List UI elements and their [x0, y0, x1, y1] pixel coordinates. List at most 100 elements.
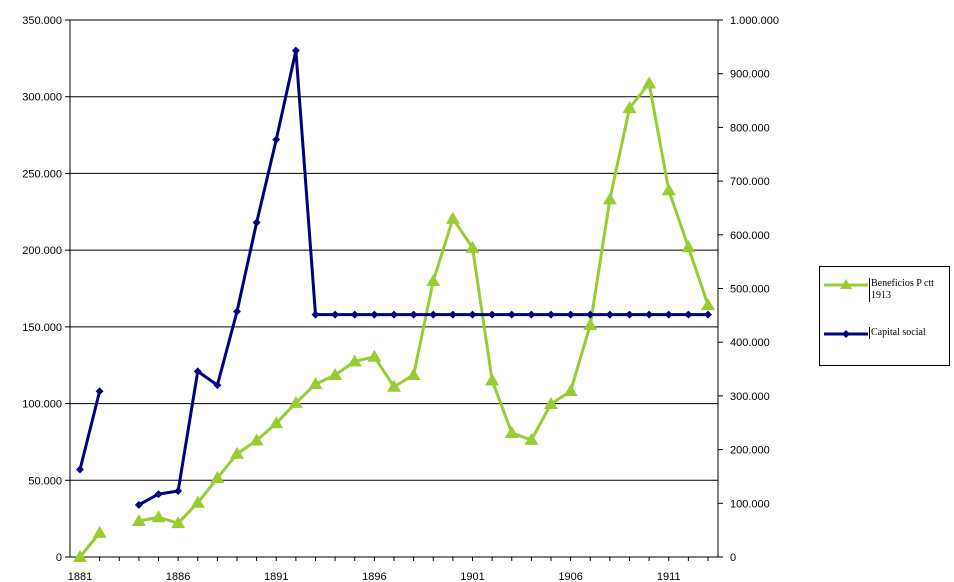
data-point — [134, 500, 143, 509]
data-point — [701, 298, 715, 311]
left-tick-label: 250.000 — [22, 168, 62, 180]
x-axis-tick-labels: 1881 1886 1891 1896 1901 1906 1911 — [68, 571, 681, 582]
x-tick-label: 1906 — [558, 571, 582, 582]
legend-item-beneficios: Beneficios P ctt 1913 — [820, 278, 949, 302]
data-point — [95, 387, 104, 396]
data-point — [308, 377, 323, 390]
right-tick-label: 200.000 — [730, 445, 770, 457]
data-point — [190, 495, 205, 508]
left-tick-label: 200.000 — [22, 245, 62, 257]
data-point — [230, 446, 244, 459]
data-point — [328, 367, 343, 380]
diamond-marker-icon — [824, 330, 868, 338]
data-point — [406, 367, 421, 380]
series-layer — [73, 46, 715, 562]
data-point — [583, 318, 598, 331]
series-line — [78, 390, 102, 470]
data-point — [465, 240, 480, 253]
data-point — [426, 273, 441, 286]
data-point — [269, 416, 284, 429]
data-point — [174, 487, 183, 496]
left-axis-tick-labels: 0 50.000 100.000 150.000 200.000 250.000 300.0… — [22, 15, 62, 564]
data-point — [684, 310, 693, 319]
left-tick-label: 350.000 — [22, 15, 62, 27]
axes — [65, 19, 723, 561]
right-tick-label: 100.000 — [730, 498, 770, 510]
x-tick-label: 1881 — [68, 571, 92, 582]
data-point — [151, 510, 166, 523]
data-point — [507, 310, 516, 319]
legend: Beneficios P ctt 1913 Capital social — [819, 266, 950, 366]
legend-label-beneficios: Beneficios P ctt 1913 — [869, 278, 949, 302]
data-point — [602, 192, 617, 205]
data-point — [527, 310, 536, 319]
data-point — [288, 395, 303, 408]
series-capital-social — [76, 46, 712, 509]
data-point — [605, 310, 614, 319]
data-point — [311, 310, 320, 319]
data-point — [291, 46, 300, 55]
right-tick-label: 500.000 — [730, 284, 770, 296]
right-tick-label: 1.000.000 — [730, 15, 779, 27]
data-point — [350, 310, 359, 319]
x-tick-label: 1896 — [362, 571, 386, 582]
data-point — [544, 396, 558, 409]
data-point — [154, 490, 163, 499]
data-point — [370, 310, 379, 319]
legend-item-capital-social: Capital social — [820, 327, 926, 341]
data-point — [210, 471, 225, 484]
right-tick-label: 600.000 — [730, 230, 770, 242]
x-tick-label: 1886 — [166, 571, 190, 582]
right-tick-label: 0 — [730, 552, 736, 564]
right-tick-label: 700.000 — [730, 176, 770, 188]
data-point — [661, 183, 676, 196]
data-point — [387, 379, 401, 392]
x-tick-label: 1891 — [264, 571, 288, 582]
data-point — [445, 211, 460, 224]
right-axis-tick-labels: 0 100.000 200.000 300.000 400.000 500.000 600.… — [730, 15, 779, 564]
data-point — [547, 310, 555, 319]
data-point — [524, 432, 539, 445]
right-tick-label: 400.000 — [730, 337, 770, 349]
series-beneficios — [73, 76, 715, 562]
data-point — [642, 76, 657, 89]
data-point — [622, 101, 637, 114]
data-point — [485, 373, 500, 386]
right-tick-label: 900.000 — [730, 69, 770, 81]
data-point — [488, 310, 497, 319]
data-point — [131, 514, 146, 527]
data-point — [429, 310, 438, 319]
data-point — [645, 310, 654, 319]
data-point — [563, 384, 578, 397]
data-point — [347, 354, 362, 367]
data-point — [681, 240, 696, 253]
x-tick-label: 1901 — [460, 571, 484, 582]
data-point — [272, 135, 281, 144]
left-tick-label: 0 — [56, 552, 62, 564]
series-line — [138, 81, 710, 525]
data-point — [233, 307, 241, 316]
data-point — [367, 349, 382, 362]
data-point — [73, 550, 87, 562]
x-tick-label: 1911 — [657, 571, 681, 582]
right-tick-label: 300.000 — [730, 391, 770, 403]
triangle-marker-icon — [824, 279, 868, 289]
series-line — [138, 49, 708, 507]
left-tick-label: 100.000 — [22, 399, 62, 411]
data-point — [586, 310, 595, 319]
right-tick-label: 800.000 — [730, 122, 770, 134]
left-tick-label: 150.000 — [22, 322, 62, 334]
data-point — [213, 381, 222, 390]
data-point — [76, 465, 84, 474]
data-point — [409, 310, 418, 319]
data-point — [92, 525, 107, 538]
data-point — [249, 433, 264, 446]
left-tick-label: 50.000 — [28, 475, 62, 487]
data-point — [252, 218, 261, 227]
data-point — [171, 516, 186, 529]
data-point — [468, 310, 477, 319]
data-point — [193, 367, 202, 376]
gridlines — [70, 19, 718, 558]
legend-label-capital-social: Capital social — [869, 327, 926, 339]
